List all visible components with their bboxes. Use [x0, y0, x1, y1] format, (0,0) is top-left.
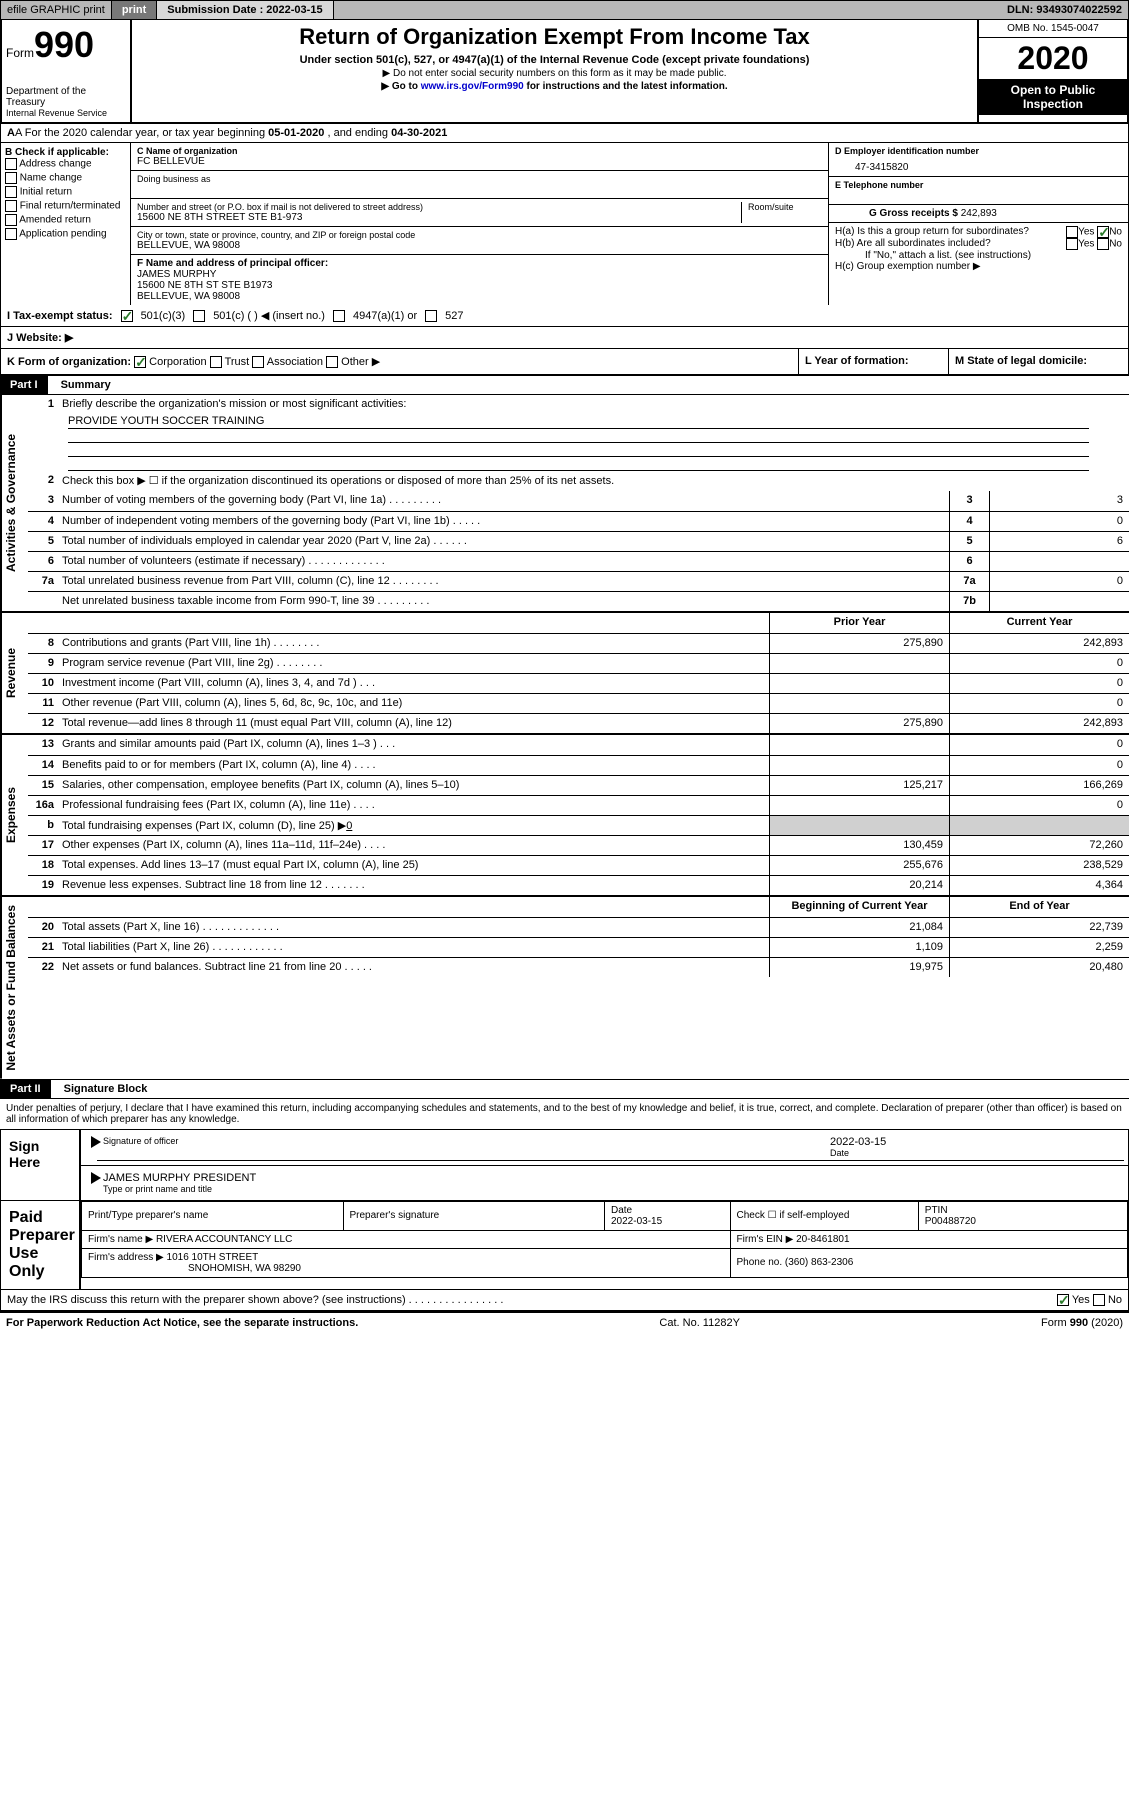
- row-a: AA For the 2020 calendar year, or tax ye…: [0, 124, 1129, 143]
- vert-governance: Activities & Governance: [0, 395, 28, 611]
- cb-hb-yes[interactable]: [1066, 238, 1078, 250]
- cb-hb-no[interactable]: [1097, 238, 1109, 250]
- cb-amended[interactable]: [5, 214, 17, 226]
- officer-addr1: 15600 NE 8TH ST STE B1973: [137, 280, 822, 291]
- form-subtitle: Under section 501(c), 527, or 4947(a)(1)…: [140, 54, 969, 66]
- vert-netassets: Net Assets or Fund Balances: [0, 897, 28, 1079]
- note-ssn: ▶ Do not enter social security numbers o…: [140, 68, 969, 79]
- paid-preparer-table: Print/Type preparer's name Preparer's si…: [81, 1201, 1128, 1278]
- sign-here-label: Sign Here: [1, 1130, 81, 1200]
- vert-revenue: Revenue: [0, 613, 28, 733]
- cb-ha-yes[interactable]: [1066, 226, 1078, 238]
- cb-527[interactable]: [425, 310, 437, 322]
- firm-phone: (360) 863-2306: [785, 1257, 853, 1268]
- org-name-label: C Name of organization: [137, 146, 822, 156]
- tax-status-row: I Tax-exempt status: 501(c)(3) 501(c) ( …: [0, 305, 1129, 327]
- org-address: 15600 NE 8TH STREET STE B1-973: [137, 212, 735, 223]
- vert-expenses: Expenses: [0, 735, 28, 895]
- org-name: FC BELLEVUE: [137, 156, 822, 167]
- cb-501c[interactable]: [193, 310, 205, 322]
- discuss-row: May the IRS discuss this return with the…: [1, 1289, 1128, 1310]
- firm-ein: 20-8461801: [796, 1234, 849, 1245]
- penalty-text: Under penalties of perjury, I declare th…: [0, 1099, 1129, 1129]
- cb-initial[interactable]: [5, 186, 17, 198]
- form-label: Form: [6, 46, 34, 60]
- dept-treasury: Department of the Treasury: [6, 86, 126, 108]
- cb-final[interactable]: [5, 200, 17, 212]
- tax-year: 2020: [979, 38, 1127, 79]
- cb-corp[interactable]: [134, 356, 146, 368]
- cb-501c3[interactable]: [121, 310, 133, 322]
- omb-number: OMB No. 1545-0047: [979, 20, 1127, 38]
- cb-pending[interactable]: [5, 228, 17, 240]
- ptin: P00488720: [925, 1216, 976, 1227]
- form-number: 990: [34, 24, 94, 65]
- cb-trust[interactable]: [210, 356, 222, 368]
- officer-name: JAMES MURPHY: [137, 269, 822, 280]
- officer-signature: JAMES MURPHY PRESIDENT: [103, 1172, 1118, 1184]
- mission: PROVIDE YOUTH SOCCER TRAINING: [68, 415, 1089, 429]
- cb-ha-no[interactable]: [1097, 226, 1109, 238]
- paid-preparer-label: Paid Preparer Use Only: [1, 1201, 81, 1289]
- note-link: ▶ Go to www.irs.gov/Form990 for instruct…: [140, 81, 969, 92]
- cb-name[interactable]: [5, 172, 17, 184]
- form-header: Form990 Department of the Treasury Inter…: [0, 20, 1129, 124]
- part2-header: Part II Signature Block: [0, 1080, 1129, 1099]
- dept-irs: Internal Revenue Service: [6, 108, 126, 118]
- org-city: BELLEVUE, WA 98008: [137, 240, 822, 251]
- public-inspection: Open to Public Inspection: [979, 79, 1127, 115]
- print-button[interactable]: print: [112, 1, 157, 19]
- firm-name: RIVERA ACCOUNTANCY LLC: [156, 1234, 292, 1245]
- cb-assoc[interactable]: [252, 356, 264, 368]
- part1-header: Part I Summary: [0, 376, 1129, 395]
- form-title: Return of Organization Exempt From Incom…: [140, 24, 969, 50]
- dba-label: Doing business as: [137, 174, 822, 184]
- dln: DLN: 93493074022592: [1001, 1, 1128, 19]
- col-b-checkboxes: B Check if applicable: Address change Na…: [1, 143, 131, 305]
- gross-receipts: 242,893: [961, 208, 997, 219]
- top-bar: efile GRAPHIC print print Submission Dat…: [0, 0, 1129, 20]
- submission-button[interactable]: Submission Date : 2022-03-15: [157, 1, 333, 19]
- cb-4947[interactable]: [333, 310, 345, 322]
- cb-other[interactable]: [326, 356, 338, 368]
- officer-addr2: BELLEVUE, WA 98008: [137, 291, 822, 302]
- cb-discuss-no[interactable]: [1093, 1294, 1105, 1306]
- ein: 47-3415820: [835, 156, 1122, 173]
- cb-address[interactable]: [5, 158, 17, 170]
- irs-link[interactable]: www.irs.gov/Form990: [421, 81, 524, 92]
- website-row: J Website: ▶: [0, 327, 1129, 349]
- efile-label: efile GRAPHIC print: [1, 1, 112, 19]
- cb-discuss-yes[interactable]: [1057, 1294, 1069, 1306]
- page-footer: For Paperwork Reduction Act Notice, see …: [0, 1311, 1129, 1333]
- row-k: K Form of organization: Corporation Trus…: [1, 349, 798, 374]
